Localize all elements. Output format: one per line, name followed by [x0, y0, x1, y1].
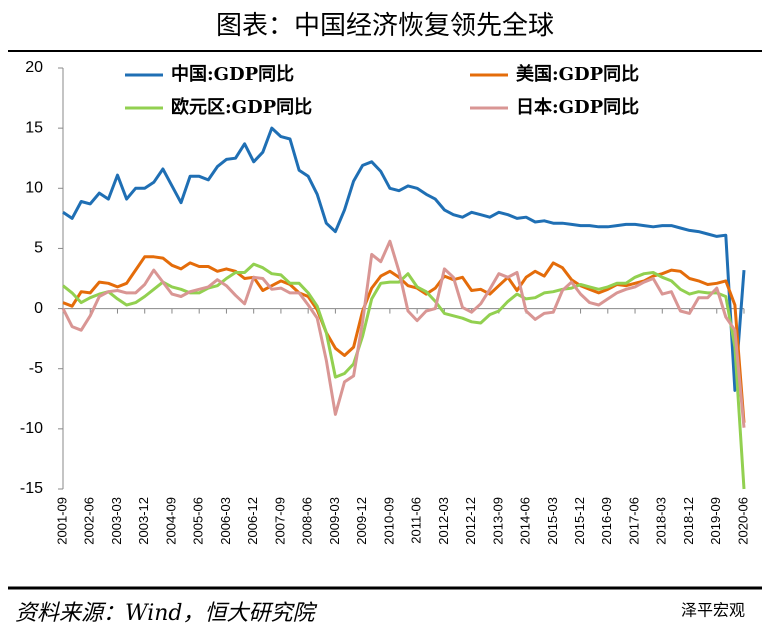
legend-label: 日本:GDP同比 [516, 96, 639, 118]
x-tick-label: 2009-03 [327, 497, 342, 545]
x-tick-label: 2010-09 [381, 497, 396, 545]
x-tick-label: 2017-06 [626, 497, 641, 545]
y-tick-label: 5 [34, 240, 43, 257]
x-tick-label: 2006-03 [218, 497, 233, 545]
x-tick-label: 2018-03 [654, 497, 669, 545]
y-tick-label: -5 [29, 360, 43, 377]
legend-label: 美国:GDP同比 [516, 63, 639, 85]
series-line [62, 262, 746, 490]
x-tick-label: 2012-12 [463, 497, 478, 545]
watermark: 泽平宏观 [681, 601, 745, 620]
x-tick-label: 2005-06 [191, 497, 206, 545]
x-tick-label: 2003-12 [136, 497, 151, 545]
y-tick-label: 0 [34, 300, 43, 317]
x-tick-label: 2001-09 [54, 497, 69, 545]
y-tick-label: -10 [20, 420, 43, 437]
legend-label: 欧元区:GDP同比 [171, 96, 312, 118]
x-tick-label: 2006-12 [245, 497, 260, 545]
x-tick-label: 2013-09 [490, 497, 505, 545]
x-tick-label: 2003-03 [109, 497, 124, 545]
y-tick-label: -15 [20, 480, 43, 497]
y-tick-label: 15 [25, 119, 43, 136]
x-tick-label: 2002-06 [82, 497, 97, 545]
legend-label: 中国:GDP同比 [171, 63, 294, 85]
x-tick-label: 2014-06 [518, 497, 533, 545]
x-tick-label: 2018-12 [681, 497, 696, 545]
x-tick-label: 2011-06 [409, 497, 424, 544]
x-tick-label: 2007-09 [272, 497, 287, 545]
x-tick-label: 2008-06 [300, 497, 315, 545]
series-line [62, 255, 746, 423]
y-tick-label: 20 [25, 59, 43, 76]
x-tick-label: 2012-03 [436, 497, 451, 545]
x-tick-label: 2019-09 [708, 497, 723, 545]
x-tick-label: 2009-12 [354, 497, 369, 545]
x-tick-label: 2015-03 [545, 497, 560, 545]
source-note: 资料来源：Wind，恒大研究院 [15, 601, 318, 626]
x-tick-label: 2016-09 [599, 497, 614, 545]
series-line [61, 239, 746, 428]
x-tick-label: 2020-06 [735, 497, 750, 545]
series-line [62, 126, 746, 392]
x-tick-label: 2004-09 [163, 497, 178, 545]
y-tick-label: 10 [25, 180, 43, 197]
x-tick-label: 2015-12 [572, 497, 587, 545]
chart-title: 图表：中国经济恢复领先全球 [216, 11, 554, 41]
